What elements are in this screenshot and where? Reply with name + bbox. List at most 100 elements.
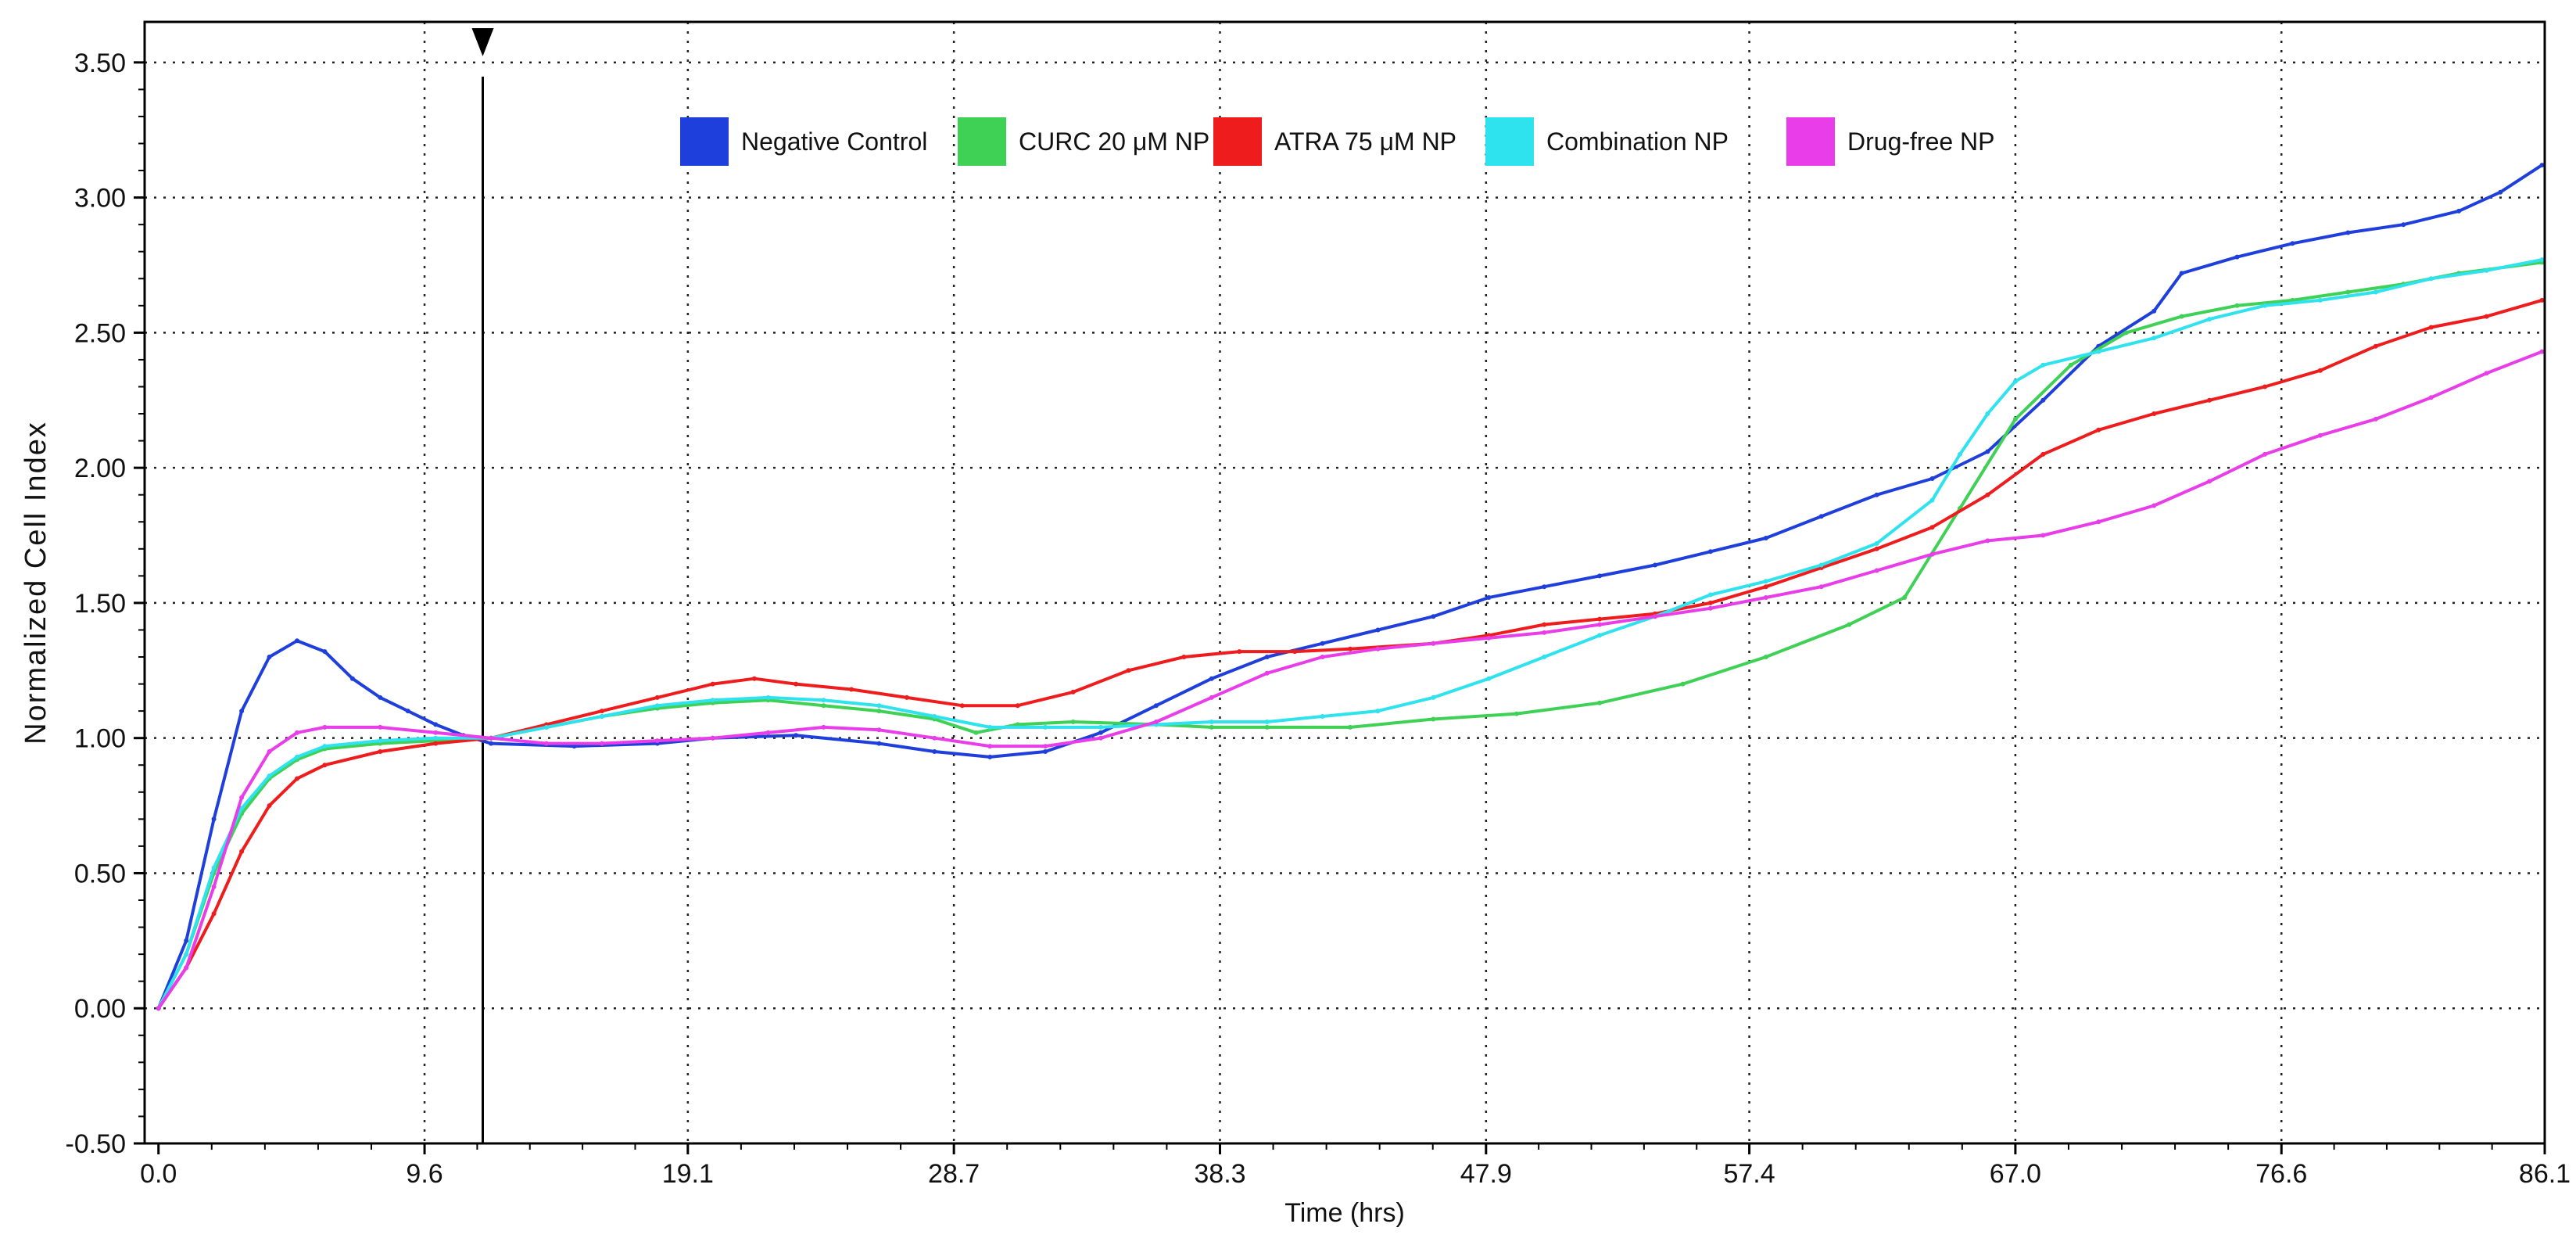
series-point [2373,289,2378,295]
series-point [2484,314,2489,319]
series-point [211,817,217,822]
series-point [1070,689,1076,694]
series-point [1209,676,1214,681]
treatment-marker [471,28,494,1143]
series-point [1153,703,1159,709]
legend-label: ATRA 75 μM NP [1274,127,1456,156]
series-point [1874,568,1879,573]
series-point [1874,540,1879,546]
x-tick-label: 28.7 [928,1159,980,1189]
series-point [2317,432,2323,438]
series-point [1431,641,1436,646]
series-point [599,741,604,746]
series-point [2456,208,2462,214]
x-tick-label: 67.0 [1990,1159,2041,1189]
series-point [2498,189,2503,195]
series-point [489,735,494,741]
series-point [1348,646,1353,651]
series-point [1375,627,1381,633]
x-tick-label: 9.6 [406,1159,442,1189]
series-point [2151,336,2157,341]
series-point [1929,497,1935,503]
series-point [2345,289,2351,295]
series-point [2539,257,2545,263]
series-point [2068,362,2073,368]
series-point [1763,584,1768,590]
series-point [654,694,660,700]
series-point [1209,720,1214,724]
series-point [1375,646,1381,651]
series-point [1514,711,1519,716]
series-point [1707,549,1713,555]
series-point [1320,714,1325,719]
series-point [378,738,383,744]
y-tick-label: 2.50 [74,318,126,348]
series-point [973,730,979,735]
series-point [2040,533,2046,538]
series-point [211,911,217,917]
series-point [599,714,604,719]
series-point [239,795,245,800]
series-point [1929,525,1935,530]
series-point [2179,271,2184,276]
series-point [1237,649,1242,655]
series-point [405,709,410,714]
series-point [794,681,799,687]
series-point [821,703,826,709]
series-point [544,724,549,730]
series-point [1542,655,1547,659]
series-point [794,733,799,738]
x-tick-label: 38.3 [1194,1159,1245,1189]
series-point [433,741,439,746]
series-point [184,938,189,943]
series-point [1707,600,1713,605]
series-point [2012,416,2018,422]
series-point [1902,595,1908,600]
series-point [322,649,328,655]
series-point [2539,297,2545,303]
series-point [1653,562,1657,568]
legend-swatch [1786,117,1835,166]
legend-label: Negative Control [741,127,927,156]
series-point [322,744,328,749]
series-point [2317,368,2323,373]
y-tick-label: 1.00 [74,724,126,754]
series-point [2207,397,2212,403]
series-layer [156,163,2545,1011]
series-point [433,722,439,727]
series-point [1847,622,1852,627]
series-point [1818,562,1824,568]
y-tick-label: -0.50 [66,1129,127,1159]
series-point [2234,254,2240,260]
series-point [1542,584,1547,590]
series-point [1264,720,1270,724]
series-point [876,741,882,746]
y-tick-label: 2.00 [74,454,126,483]
series-point [2263,451,2267,457]
legend-swatch [1485,117,1534,166]
series-point [1431,614,1436,619]
series-point [751,676,757,681]
series-point [1375,709,1381,714]
series-point [1763,595,1768,600]
series-point [1292,649,1298,655]
series-point [1985,492,1990,497]
series-point [433,730,439,735]
series-point [267,749,272,754]
series-point [2373,416,2378,422]
series-point [295,776,299,781]
series-point [1043,724,1048,730]
series-point [1098,724,1103,730]
series-point [1707,605,1713,611]
series-point [959,703,965,709]
series-point [1763,579,1768,584]
x-tick-label: 76.6 [2255,1159,2307,1189]
legend-label: Drug-free NP [1847,127,1995,156]
series-point [2096,349,2101,354]
plot-frame [143,20,2546,1145]
series-point [1209,724,1214,730]
series-point [2179,314,2184,319]
series-point [1098,730,1103,735]
grid-layer [145,22,2546,1143]
series-point [378,694,383,700]
